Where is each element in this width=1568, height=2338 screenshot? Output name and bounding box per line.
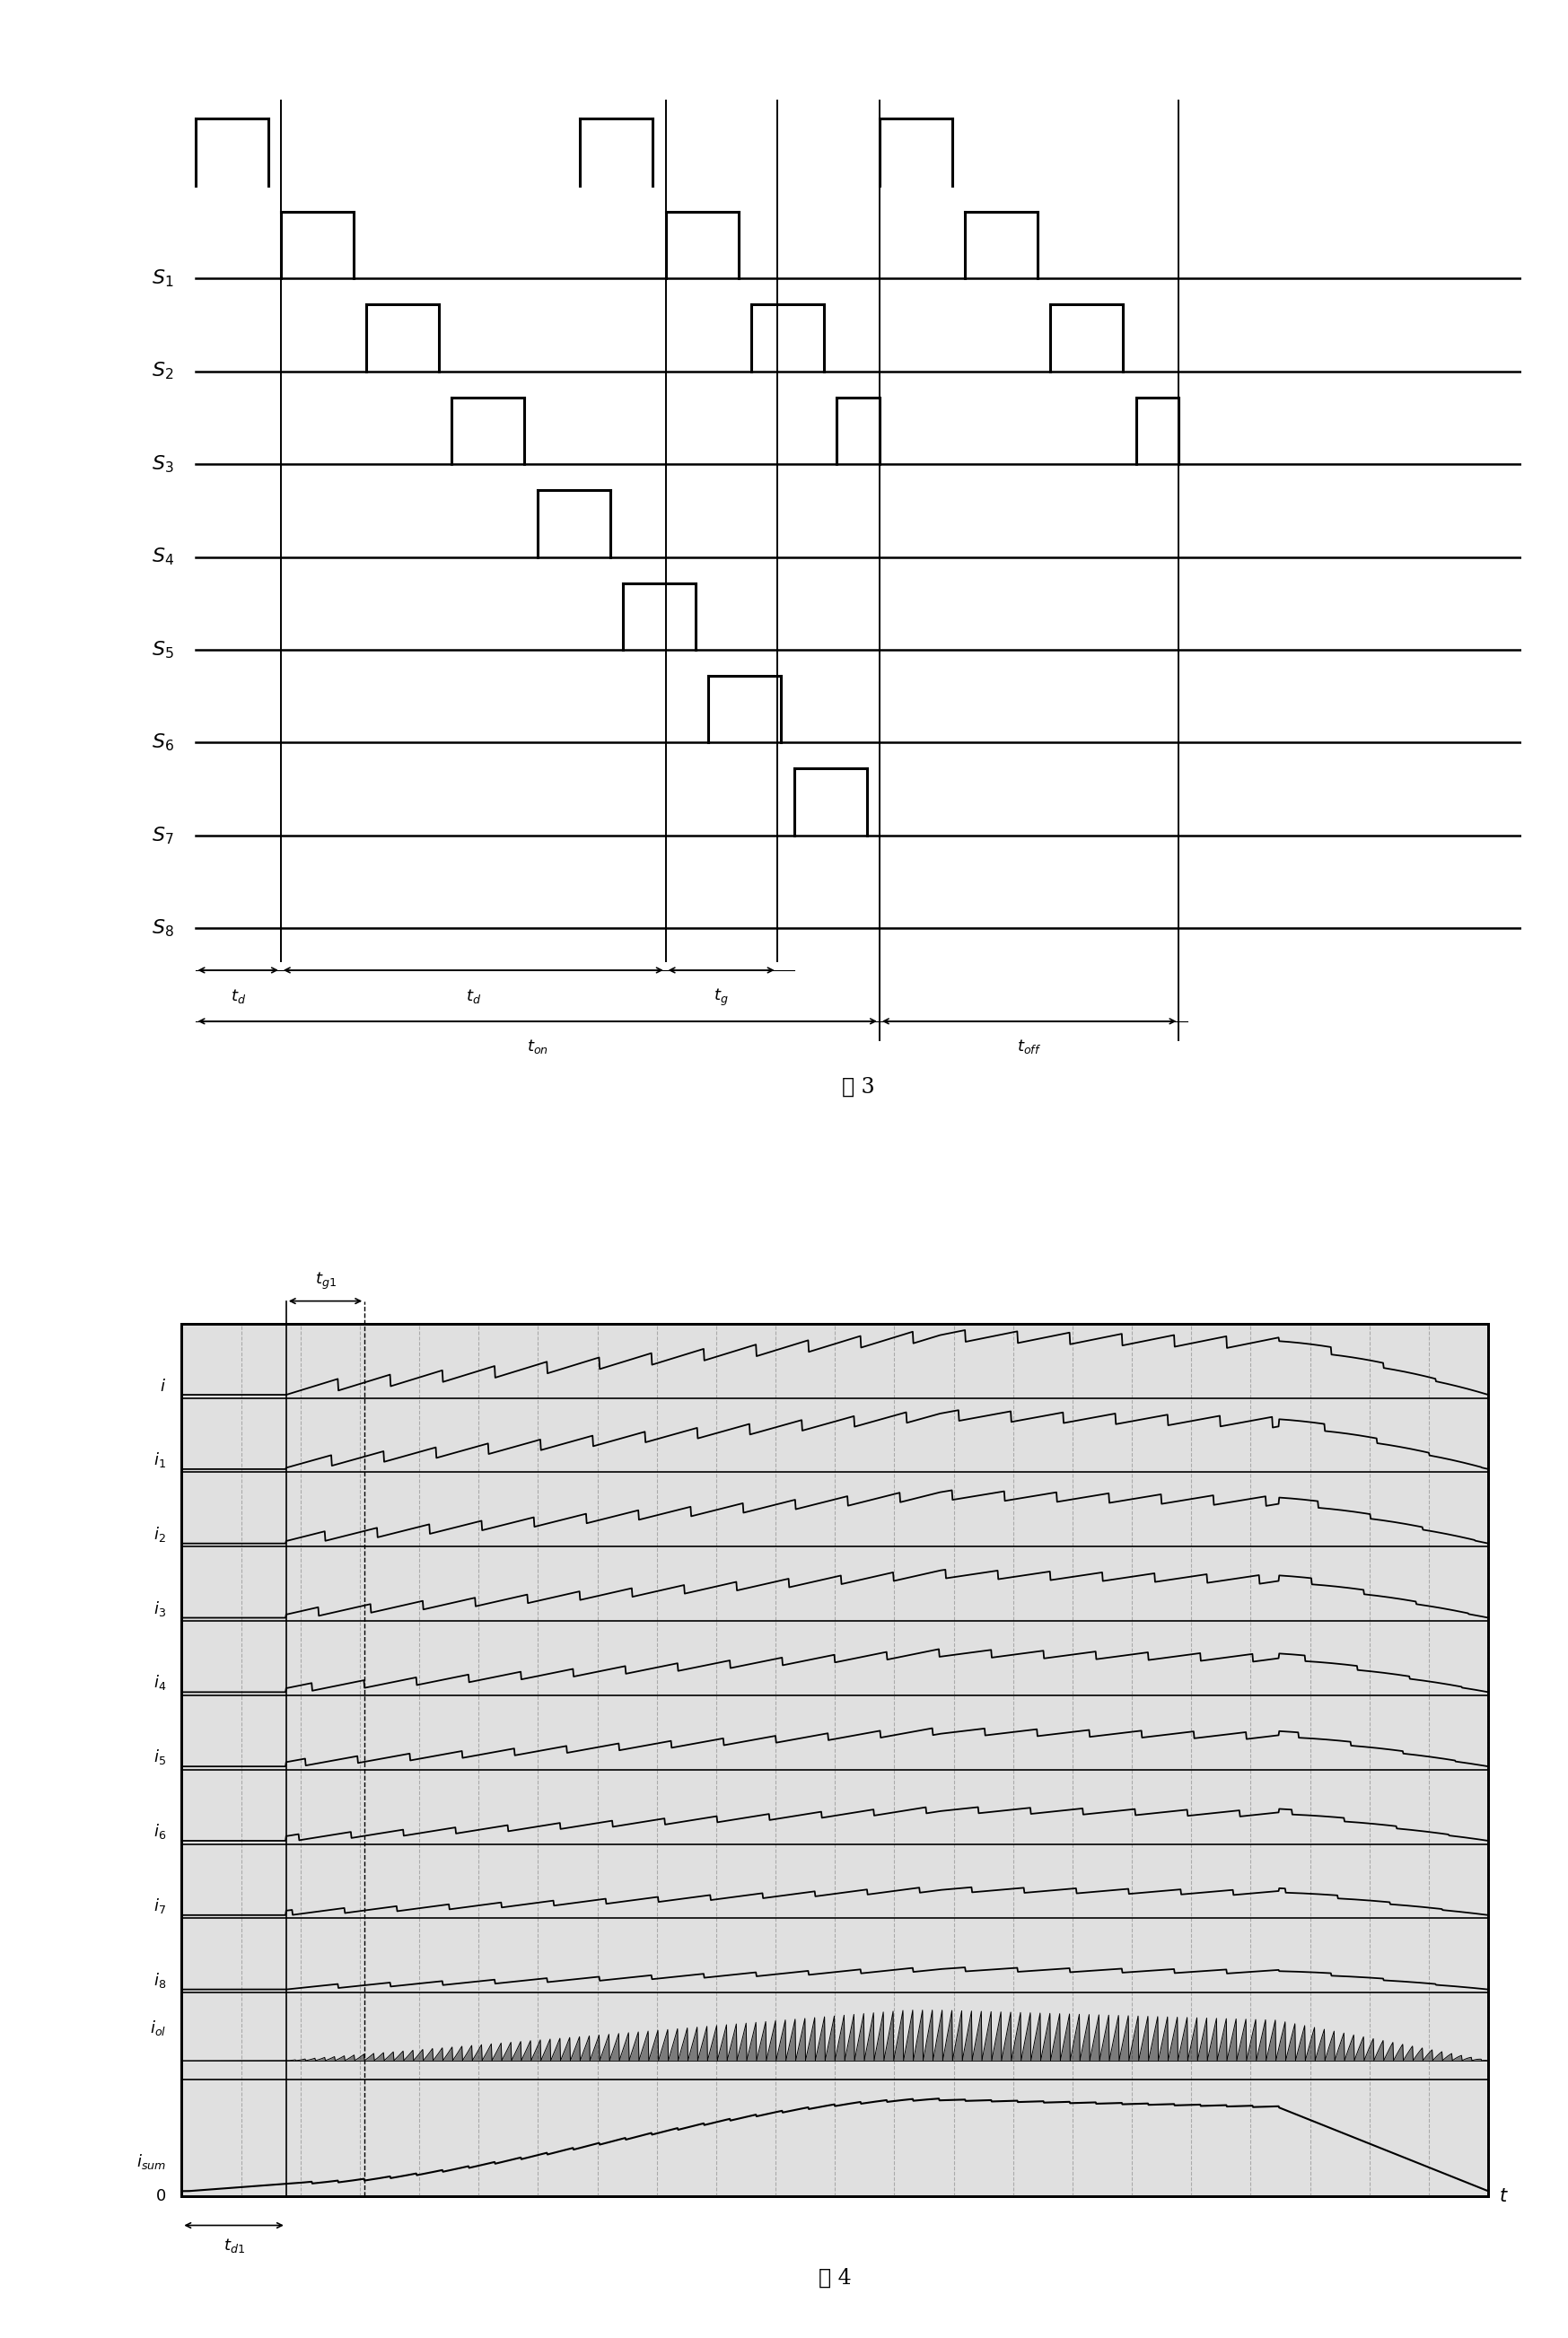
Text: $t_d$: $t_d$ [466,987,481,1005]
Text: $t_{g1}$: $t_{g1}$ [315,1270,336,1291]
Text: $t_g$: $t_g$ [713,987,729,1008]
Text: $i_7$: $i_7$ [154,1896,166,1915]
Text: $i_3$: $i_3$ [154,1599,166,1618]
Text: 图 3: 图 3 [842,1078,875,1097]
Text: $i_{sum}$: $i_{sum}$ [136,2151,166,2170]
Text: $t$: $t$ [1499,2188,1508,2205]
Text: $i_2$: $i_2$ [154,1524,166,1543]
Text: $t_{on}$: $t_{on}$ [527,1038,549,1057]
Text: $S_3$: $S_3$ [152,454,174,475]
Text: $i$: $i$ [160,1379,166,1396]
Text: $0$: $0$ [155,2188,166,2205]
Text: $t_d$: $t_d$ [230,987,246,1005]
Text: $S_8$: $S_8$ [152,919,174,940]
Bar [182,1323,1488,2195]
Text: $i_1$: $i_1$ [154,1450,166,1468]
Text: 图 4: 图 4 [818,2268,851,2289]
Text: $S_5$: $S_5$ [152,638,174,659]
Text: $i_4$: $i_4$ [154,1674,166,1693]
Text: $i_6$: $i_6$ [154,1821,166,1840]
Text: $i_{ol}$: $i_{ol}$ [149,2018,166,2039]
Text: $S_1$: $S_1$ [152,269,174,290]
Text: $S_2$: $S_2$ [152,360,174,381]
Text: $t_{d1}$: $t_{d1}$ [223,2237,245,2254]
Text: $S_4$: $S_4$ [152,547,174,568]
Text: $S_6$: $S_6$ [152,732,174,753]
Text: $i_8$: $i_8$ [154,1971,166,1990]
Text: $t_{off}$: $t_{off}$ [1018,1038,1041,1057]
Text: $S_7$: $S_7$ [152,825,174,846]
Text: $i_5$: $i_5$ [154,1746,166,1768]
